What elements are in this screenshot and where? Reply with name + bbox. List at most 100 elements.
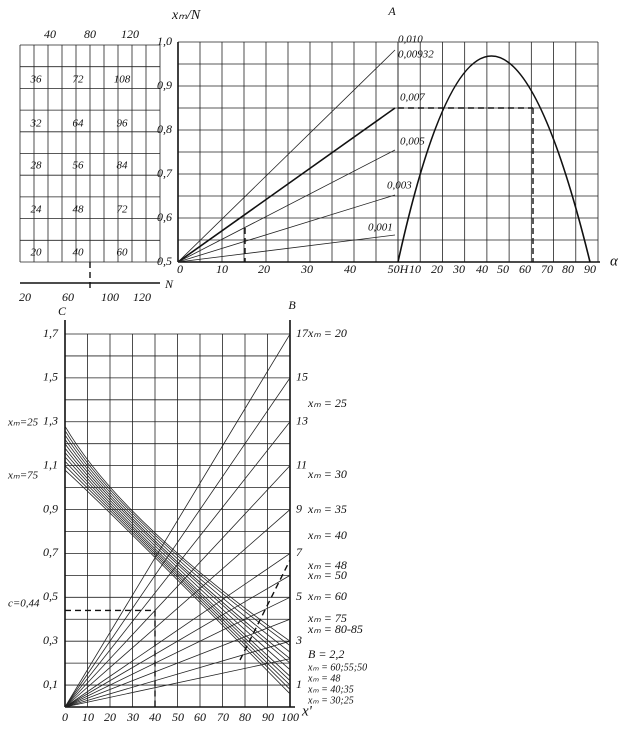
ray: [177, 49, 396, 263]
tick-label: 0,7: [157, 166, 173, 180]
curve: [64, 430, 291, 646]
tick-label: 30: [126, 710, 139, 724]
tick-label: 1,1: [43, 457, 58, 471]
tick-label: 10: [409, 262, 421, 276]
tick-label: 60: [194, 710, 206, 724]
curve: [64, 456, 291, 681]
line-label: 0,00932: [398, 49, 434, 61]
line-label: 0,001: [368, 222, 393, 234]
cell-label: 40: [73, 247, 85, 259]
note: xₘ = 60;55;50: [307, 662, 367, 673]
tick-label: 1,0: [157, 34, 172, 48]
note: xₘ = 40;35: [307, 684, 354, 695]
curve: [64, 452, 291, 677]
tick-label: 40: [344, 262, 356, 276]
axis-label: B: [288, 298, 296, 312]
axis-label: α: [610, 253, 619, 269]
cell-label: 56: [73, 160, 85, 172]
tick-label: 80: [562, 262, 574, 276]
note: xₘ = 48: [307, 558, 347, 572]
cell-label: 72: [73, 74, 85, 86]
tick-label: 100: [281, 710, 299, 724]
ray: [177, 194, 396, 263]
tick-label: 120: [121, 27, 139, 41]
curve: [64, 434, 291, 653]
line-label: 0,005: [400, 136, 425, 148]
cell-label: 72: [117, 204, 129, 216]
tick-label: 100: [101, 290, 119, 304]
tick-label: 40: [476, 262, 488, 276]
note: xₘ = 60: [307, 589, 347, 603]
note: xₘ = 25: [307, 396, 347, 410]
tick-label: 0: [177, 262, 183, 276]
tick-label: 90: [262, 710, 274, 724]
tick-label: 120: [133, 290, 151, 304]
guide: [239, 559, 291, 661]
cell-label: 32: [30, 118, 43, 130]
ray: [177, 234, 396, 263]
axis-label: x': [301, 703, 313, 719]
tick-label: 7: [296, 545, 303, 559]
tick-label: 17: [296, 326, 309, 340]
tick-label: 80: [239, 710, 251, 724]
tick-label: 0,7: [43, 545, 59, 559]
tick-label: 40: [44, 27, 56, 41]
ray: [64, 658, 291, 708]
note: xₘ = 48: [307, 673, 340, 684]
note: xₘ = 50: [307, 568, 347, 582]
cell-label: 24: [31, 204, 43, 216]
note: xₘ = 30: [307, 467, 347, 481]
curve: [64, 439, 291, 660]
cell-label: 96: [117, 118, 129, 130]
cell-label: 36: [30, 74, 43, 86]
line-label: 0,007: [400, 92, 425, 104]
tick-label: 0,5: [157, 254, 172, 268]
cell-label: 64: [73, 118, 85, 130]
tick-label: 20: [431, 262, 443, 276]
note: xₘ = 75: [307, 611, 347, 625]
ray: [177, 107, 396, 263]
cell-label: 60: [117, 247, 129, 259]
ray: [64, 509, 291, 708]
tick-label: 40: [149, 710, 161, 724]
tick-label: 0,3: [43, 633, 58, 647]
curve: [64, 460, 291, 686]
tick-label: 60: [519, 262, 531, 276]
tick-label: 0,9: [43, 501, 58, 515]
tick-label: 30: [300, 262, 313, 276]
ray: [64, 618, 291, 708]
tick-label: 1: [296, 677, 302, 691]
ray: [64, 465, 291, 708]
tick-label: 13: [296, 414, 308, 428]
cell-label: 20: [31, 247, 43, 259]
tick-label: 80: [84, 27, 96, 41]
tick-label: 30: [452, 262, 465, 276]
tick-label: 50H: [388, 262, 410, 276]
note: xₘ=75: [7, 470, 39, 482]
ray: [64, 333, 291, 708]
tick-label: 11: [296, 457, 307, 471]
tick-label: 15: [296, 370, 308, 384]
tick-label: 50: [497, 262, 509, 276]
curve: [64, 469, 291, 695]
note: xₘ = 40: [307, 528, 347, 542]
tick-label: 20: [19, 290, 31, 304]
tick-label: 20: [258, 262, 270, 276]
ray: [64, 377, 291, 708]
cell-label: 28: [31, 160, 43, 172]
curve: [64, 443, 291, 664]
tick-label: 90: [584, 262, 596, 276]
tick-label: 0,9: [157, 78, 172, 92]
ray: [64, 575, 291, 708]
note: xₘ = 80-85: [307, 622, 363, 636]
line-label: 0,010: [398, 34, 423, 46]
tick-label: 0,8: [157, 122, 172, 136]
note: xₘ = 35: [307, 502, 347, 516]
note: B = 2,2: [308, 647, 344, 661]
cell-label: 108: [114, 74, 131, 86]
tick-label: 3: [295, 633, 302, 647]
tick-label: 10: [82, 710, 94, 724]
tick-label: 0,1: [43, 677, 58, 691]
tick-label: 70: [217, 710, 229, 724]
